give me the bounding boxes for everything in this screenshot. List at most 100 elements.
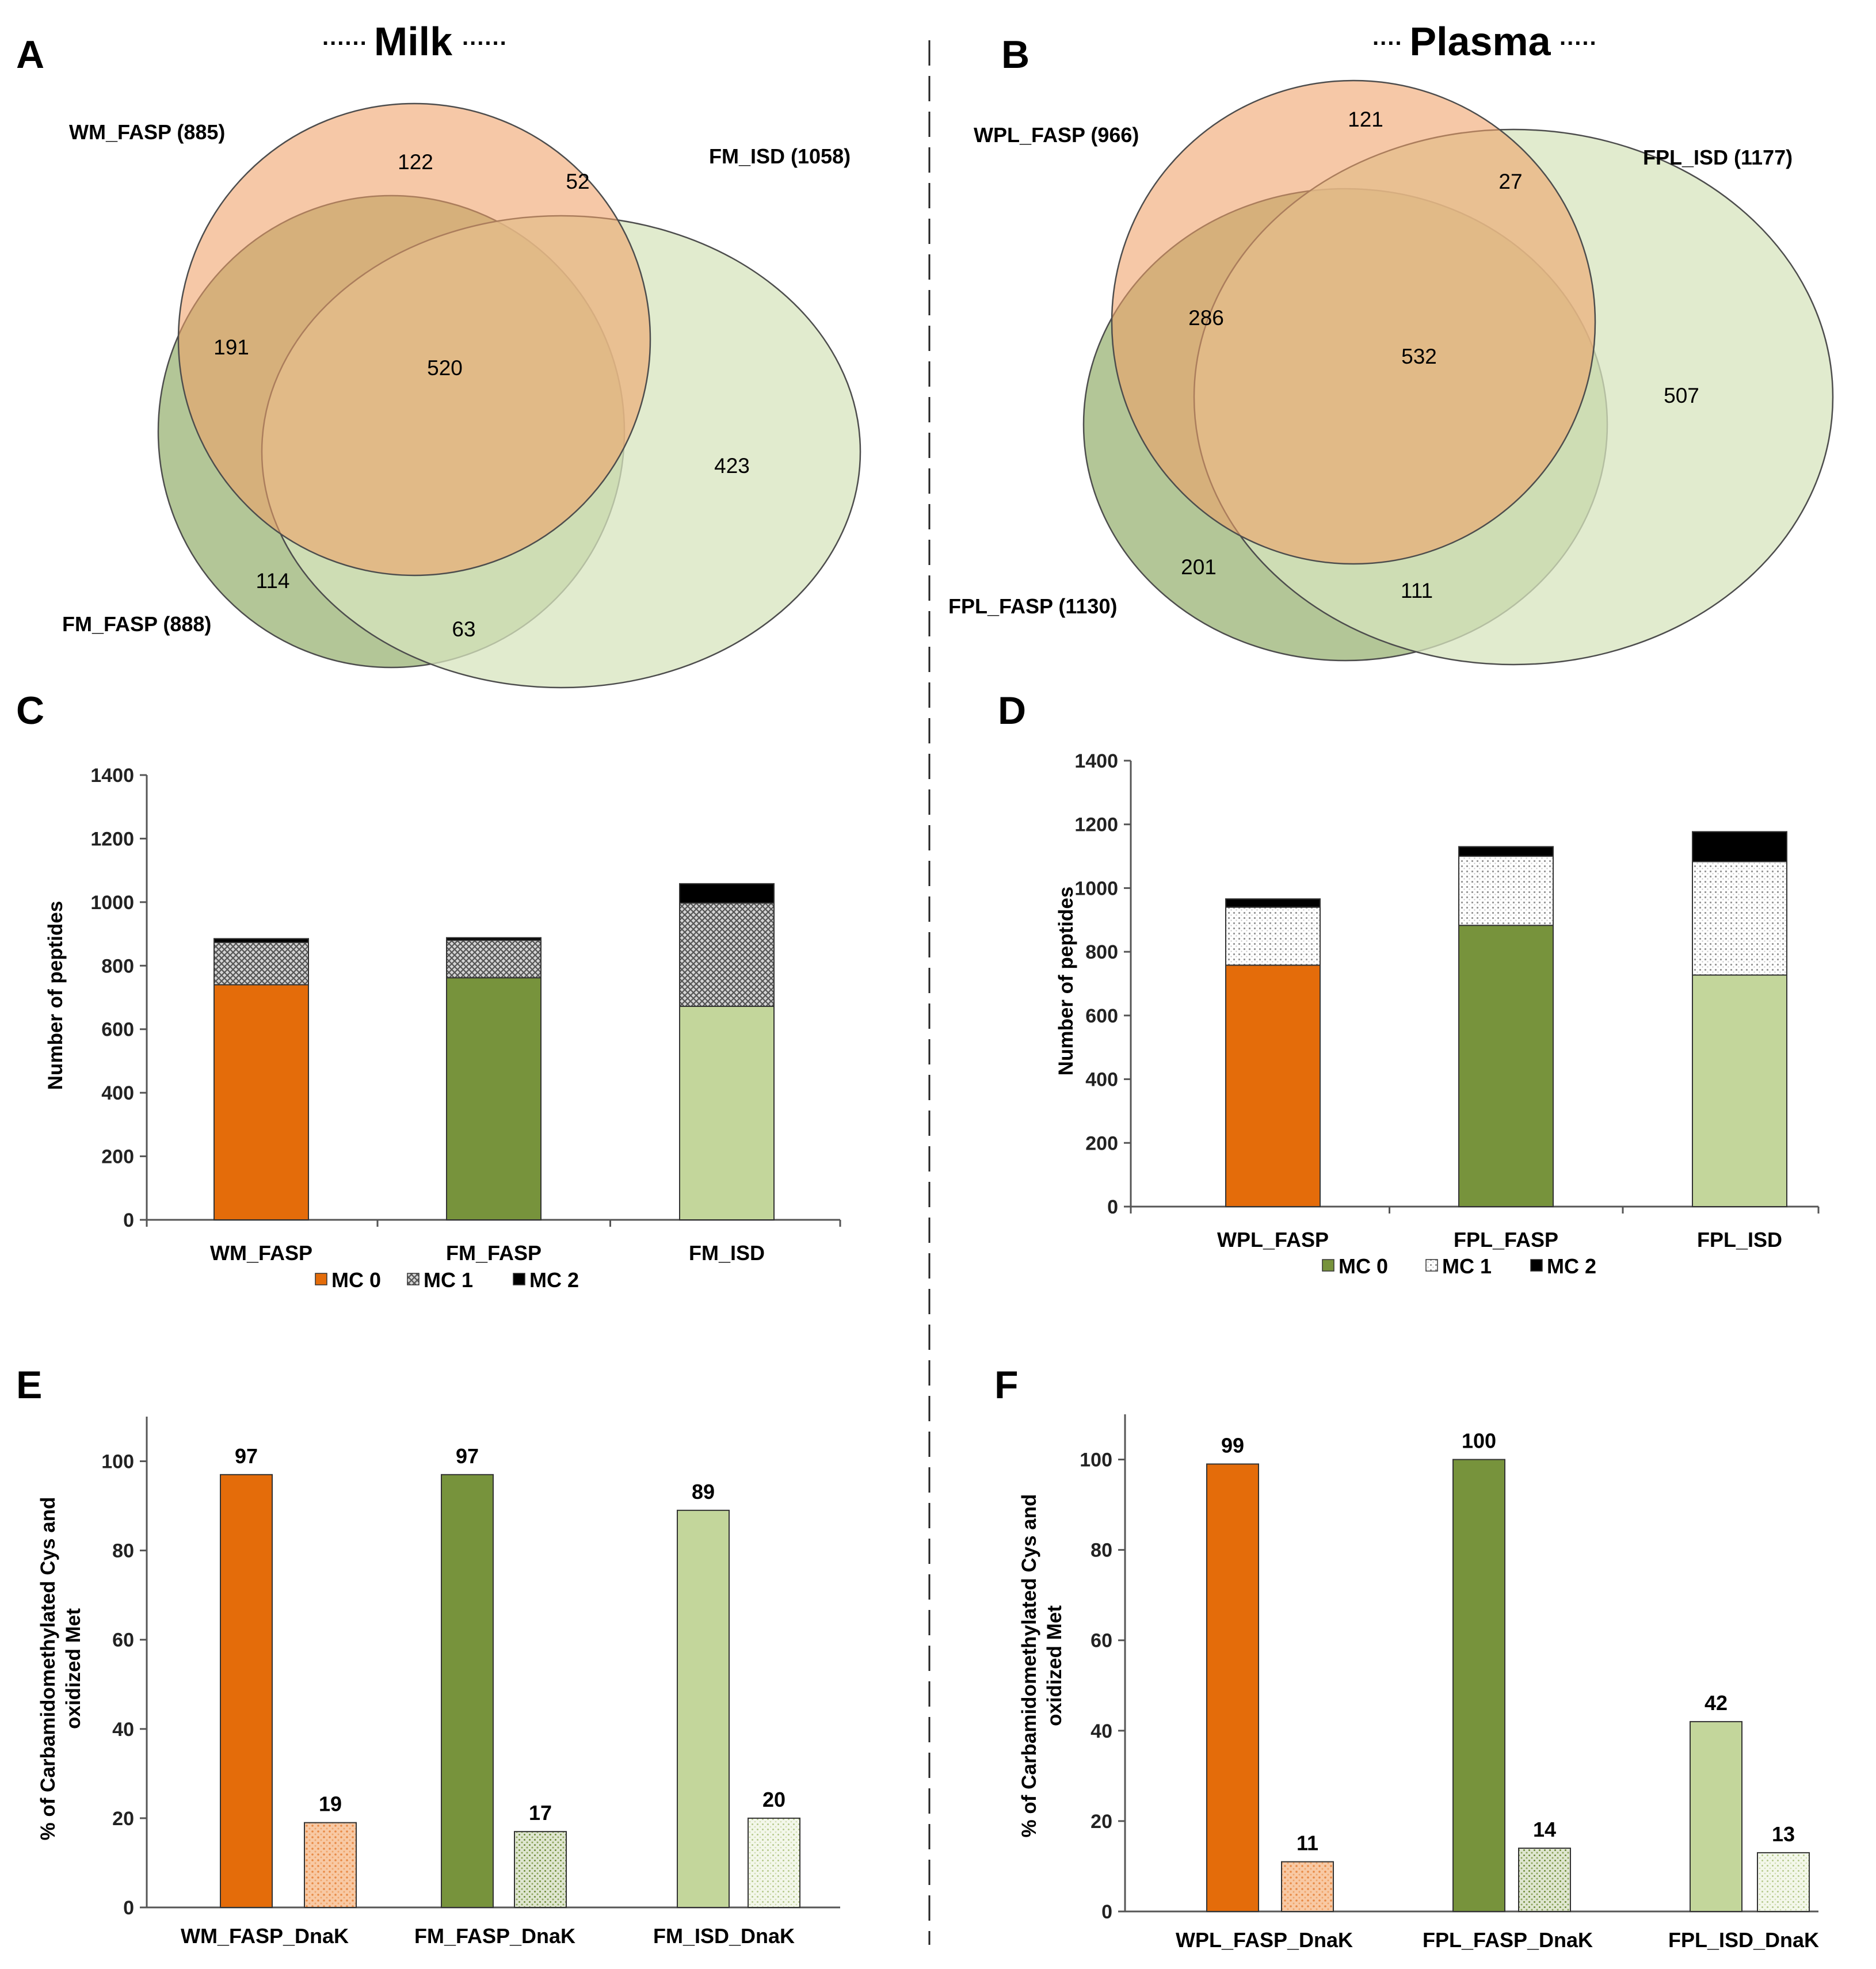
y-tick-label: 1400 [1074, 750, 1118, 772]
legend-swatch [1530, 1259, 1543, 1272]
bar-fm-isd-mc1 [679, 902, 775, 1007]
bar-wpl-fasp-dnak-s0 [1206, 1463, 1259, 1912]
bar-chart-milk-modifications: E 0 20 40 60 80 100 97 19 WM_FASP_DnaK 97 17 FM_FAS… [16, 1363, 840, 1948]
bar-fm-fasp-dnak-s1 [514, 1831, 567, 1908]
data-label: 99 [1221, 1433, 1244, 1457]
venn-count-isd-only-plasma: 507 [1664, 384, 1699, 407]
y-axis-label-line-2: oxidized Met [62, 1608, 85, 1729]
milk-dots-right: ...... [462, 25, 508, 50]
venn-count-all: 520 [427, 356, 463, 380]
venn-count-wm-isd: 52 [566, 170, 589, 193]
data-label: 17 [529, 1801, 552, 1825]
legend-swatch [407, 1273, 420, 1285]
milk-title: Milk [374, 19, 452, 64]
bar-fpl-isd-mc1 [1692, 861, 1787, 976]
legend-label: MC 2 [1547, 1254, 1596, 1278]
bar-wm-fasp-dnak-s1 [304, 1822, 357, 1908]
legend-label: MC 0 [331, 1268, 381, 1292]
venn-count-wpl-fplfasp: 286 [1188, 306, 1224, 330]
category-label: FPL_FASP [1454, 1228, 1558, 1251]
venn-label-wm-fasp: WM_FASP (885) [69, 120, 225, 144]
venn-count-isd-only: 423 [714, 454, 750, 478]
venn-label-fpl-isd: FPL_ISD (1177) [1643, 146, 1793, 169]
bar-fpl-fasp-mc2 [1458, 846, 1554, 857]
y-tick-label: 1000 [1074, 877, 1118, 899]
venn-label-wpl-fasp: WPL_FASP (966) [974, 123, 1139, 147]
bar-fm-fasp-dnak-s0 [441, 1474, 494, 1908]
y-axis-label: Number of peptides [44, 901, 67, 1090]
y-tick-label: 80 [112, 1540, 134, 1562]
bar-fm-fasp-mc1 [446, 940, 542, 979]
category-label: FM_FASP_DnaK [414, 1924, 575, 1948]
bar-fpl-isd-dnak-s0 [1690, 1721, 1742, 1913]
bar-wpl-fasp-mc1 [1225, 906, 1321, 966]
bar-fm-fasp-mc0 [446, 977, 542, 1220]
bar-fm-isd-dnak-s1 [748, 1817, 800, 1909]
y-tick-label: 60 [112, 1630, 134, 1651]
y-tick-label: 40 [112, 1719, 134, 1741]
legend-label: MC 2 [529, 1268, 579, 1292]
category-label: WPL_FASP_DnaK [1176, 1928, 1353, 1952]
data-label: 19 [319, 1792, 342, 1816]
data-label: 89 [692, 1480, 715, 1504]
bar-wpl-fasp-mc0 [1225, 964, 1321, 1207]
y-tick-label: 800 [101, 955, 134, 977]
y-axis-label: % of Carbamidomethylated Cys and oxidized… [37, 1497, 85, 1840]
venn-diagram-plasma: B WPL_FASP (966) FPL_ISD (1177) FPL_FASP… [948, 33, 1834, 666]
milk-dots-left: ...... [322, 25, 368, 50]
bar-chart-milk-missed-cleavages: C 0 200 400 600 800 1000 1200 1400 WM_FASP FM_FAS… [16, 689, 841, 1292]
legend-swatch [1322, 1259, 1334, 1272]
category-label: FM_FASP [446, 1241, 542, 1265]
bar-fpl-isd-mc0 [1692, 974, 1787, 1208]
data-label: 97 [235, 1444, 258, 1468]
panel-letter-d: D [998, 689, 1026, 732]
bar-fpl-isd-dnak-s1 [1757, 1852, 1810, 1912]
category-label: FM_ISD_DnaK [653, 1924, 795, 1948]
y-axis-label: Number of peptides [1055, 887, 1077, 1076]
y-tick-label: 400 [1085, 1069, 1118, 1091]
y-tick-label: 0 [1107, 1196, 1118, 1218]
venn-count-wm-only: 122 [398, 150, 433, 174]
y-tick-label: 0 [123, 1209, 134, 1231]
bar-wm-fasp-mc0 [213, 984, 309, 1221]
legend-label: MC 0 [1339, 1254, 1388, 1278]
y-axis-label-line-1: % of Carbamidomethylated Cys and [37, 1497, 59, 1840]
y-tick-label: 1400 [90, 765, 134, 787]
bar-wm-fasp-mc1 [213, 941, 309, 986]
plasma-title: Plasma [1409, 19, 1551, 64]
bar-wm-fasp-dnak-s0 [220, 1474, 273, 1908]
y-tick-label: 1200 [90, 828, 134, 850]
venn-count-fplfasp-isd: 111 [1401, 579, 1433, 602]
y-tick-label: 600 [1085, 1005, 1118, 1027]
bar-fpl-fasp-mc0 [1458, 925, 1554, 1207]
bar-wm-fasp-mc2 [213, 938, 309, 943]
bar-wpl-fasp-mc2 [1225, 898, 1321, 908]
category-label: WPL_FASP [1217, 1228, 1329, 1251]
venn-count-wm-fmfasp: 191 [213, 335, 249, 359]
plasma-dots-right: ..... [1559, 25, 1597, 50]
legend-swatch [315, 1273, 327, 1285]
venn-circle-wm-fasp [177, 102, 651, 577]
panel-letter-a: A [16, 33, 44, 77]
y-tick-label: 20 [1090, 1811, 1112, 1833]
y-tick-label: 0 [123, 1897, 134, 1919]
category-label: FM_ISD [689, 1241, 765, 1265]
bar-fpl-fasp-dnak-s0 [1452, 1459, 1505, 1912]
venn-count-fmfasp-isd: 63 [452, 617, 475, 641]
panel-letter-f: F [994, 1363, 1019, 1407]
bar-fpl-fasp-mc1 [1458, 856, 1554, 926]
venn-count-all-plasma: 532 [1401, 345, 1437, 368]
y-tick-label: 20 [112, 1808, 134, 1830]
bar-fpl-fasp-dnak-s1 [1518, 1848, 1571, 1913]
legend-label: MC 1 [424, 1268, 473, 1292]
bar-fm-fasp-mc2 [446, 937, 542, 941]
data-label: 97 [456, 1444, 479, 1468]
venn-count-fmfasp-only: 114 [256, 569, 290, 593]
panel-letter-b: B [1001, 33, 1029, 77]
y-tick-label: 1200 [1074, 814, 1118, 836]
category-label: FPL_ISD_DnaK [1668, 1928, 1819, 1952]
plasma-dots-left: .... [1372, 25, 1402, 50]
bar-chart-plasma-missed-cleavages: D 0 200 400 600 800 1000 1200 1400 WPL_FASP FPL_F… [998, 689, 1820, 1278]
bar-fm-isd-mc2 [679, 883, 775, 904]
